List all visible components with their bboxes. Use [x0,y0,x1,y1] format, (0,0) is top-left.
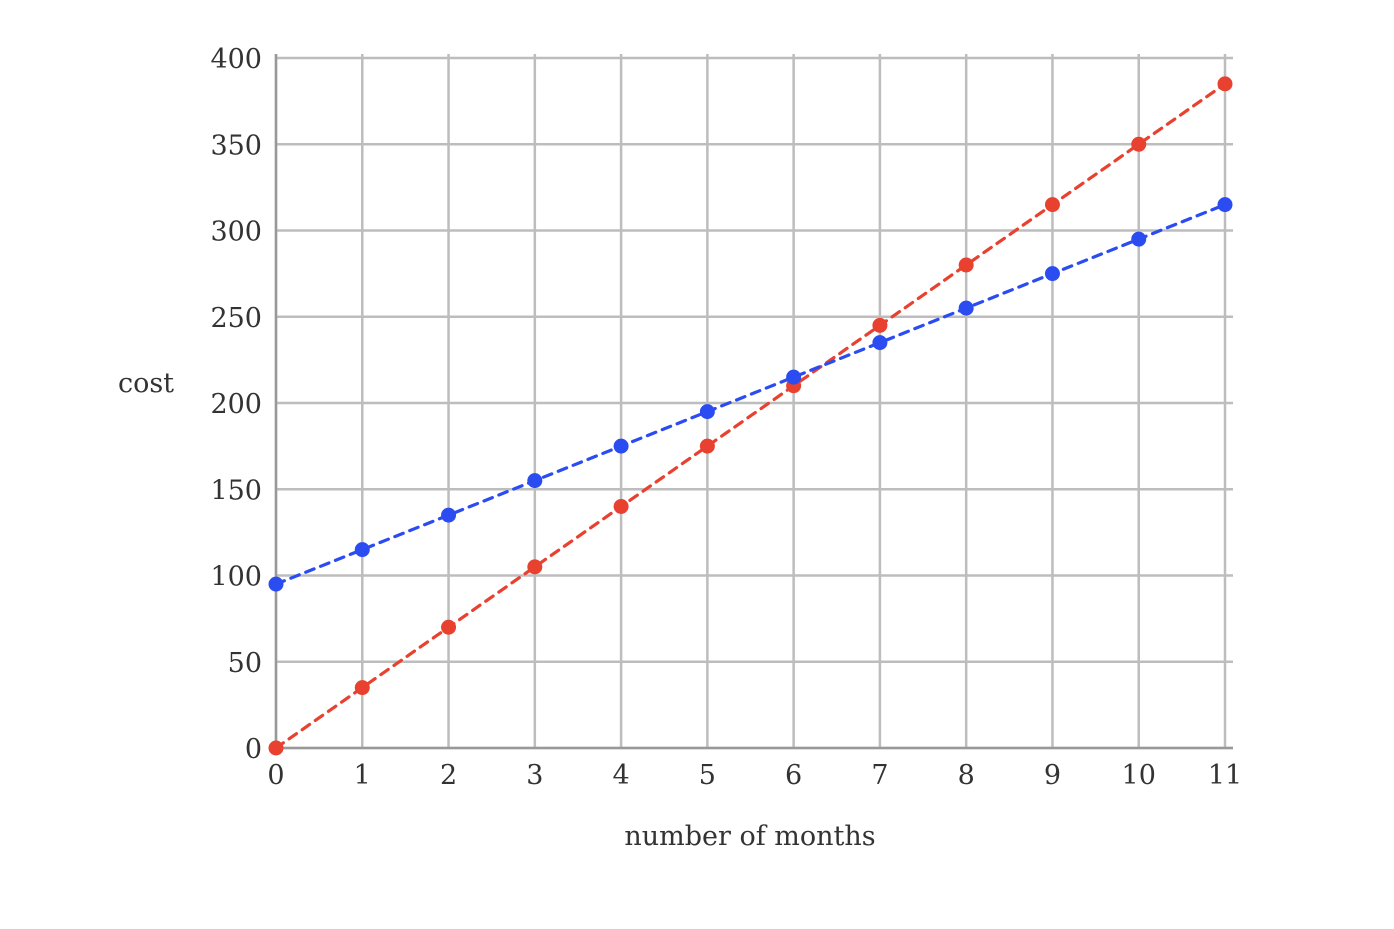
x-tick-label: 4 [612,760,629,791]
x-tick-label: 10 [1122,760,1156,791]
x-axis-title: number of months [624,821,875,852]
data-point [1217,76,1233,92]
y-tick-label: 200 [210,389,262,420]
data-point [268,740,284,756]
data-point [958,257,974,273]
y-tick-label: 0 [245,734,262,765]
x-tick-label: 8 [958,760,975,791]
data-point [441,619,457,635]
x-tick-label: 3 [526,760,543,791]
y-tick-label: 100 [210,562,262,593]
data-point [527,559,543,575]
y-tick-label: 50 [228,648,262,679]
data-point [786,369,802,385]
x-tick-label: 7 [871,760,888,791]
y-axis-title: cost [118,368,174,399]
tick-labels: 0 1 2 3 4 5 6 7 8 9 10 11 0 50 100 150 200 250 300 350 400 [210,44,1242,791]
x-tick-label: 9 [1044,760,1061,791]
data-point [354,680,370,696]
x-tick-label: 6 [785,760,802,791]
data-point [527,473,543,489]
data-point [1044,266,1060,282]
data-point [872,317,888,333]
data-point [441,507,457,523]
y-tick-label: 350 [210,130,262,161]
data-point [613,499,629,514]
y-tick-label: 400 [210,44,262,75]
y-tick-label: 300 [210,217,262,248]
grid [274,54,1233,750]
data-point [1044,197,1060,213]
series-lines [274,82,1227,750]
x-tick-label: 1 [354,760,371,791]
data-point [872,335,888,351]
series-line-0 [274,82,1227,750]
data-point [958,300,974,316]
data-point [354,542,370,558]
y-tick-label: 250 [210,303,262,334]
data-point [1131,231,1147,247]
axes [274,54,1233,750]
data-point [268,576,284,592]
data-point [699,404,715,420]
x-tick-label: 2 [440,760,457,791]
data-point [1217,197,1233,213]
y-tick-label: 150 [210,475,262,506]
series-line-1 [274,203,1227,586]
x-tick-label: 0 [267,760,284,791]
x-tick-label: 5 [699,760,716,791]
data-point [1131,136,1147,152]
data-point [699,438,715,454]
x-tick-label: 11 [1208,760,1242,791]
data-point [613,438,629,454]
data-points [268,76,1233,756]
